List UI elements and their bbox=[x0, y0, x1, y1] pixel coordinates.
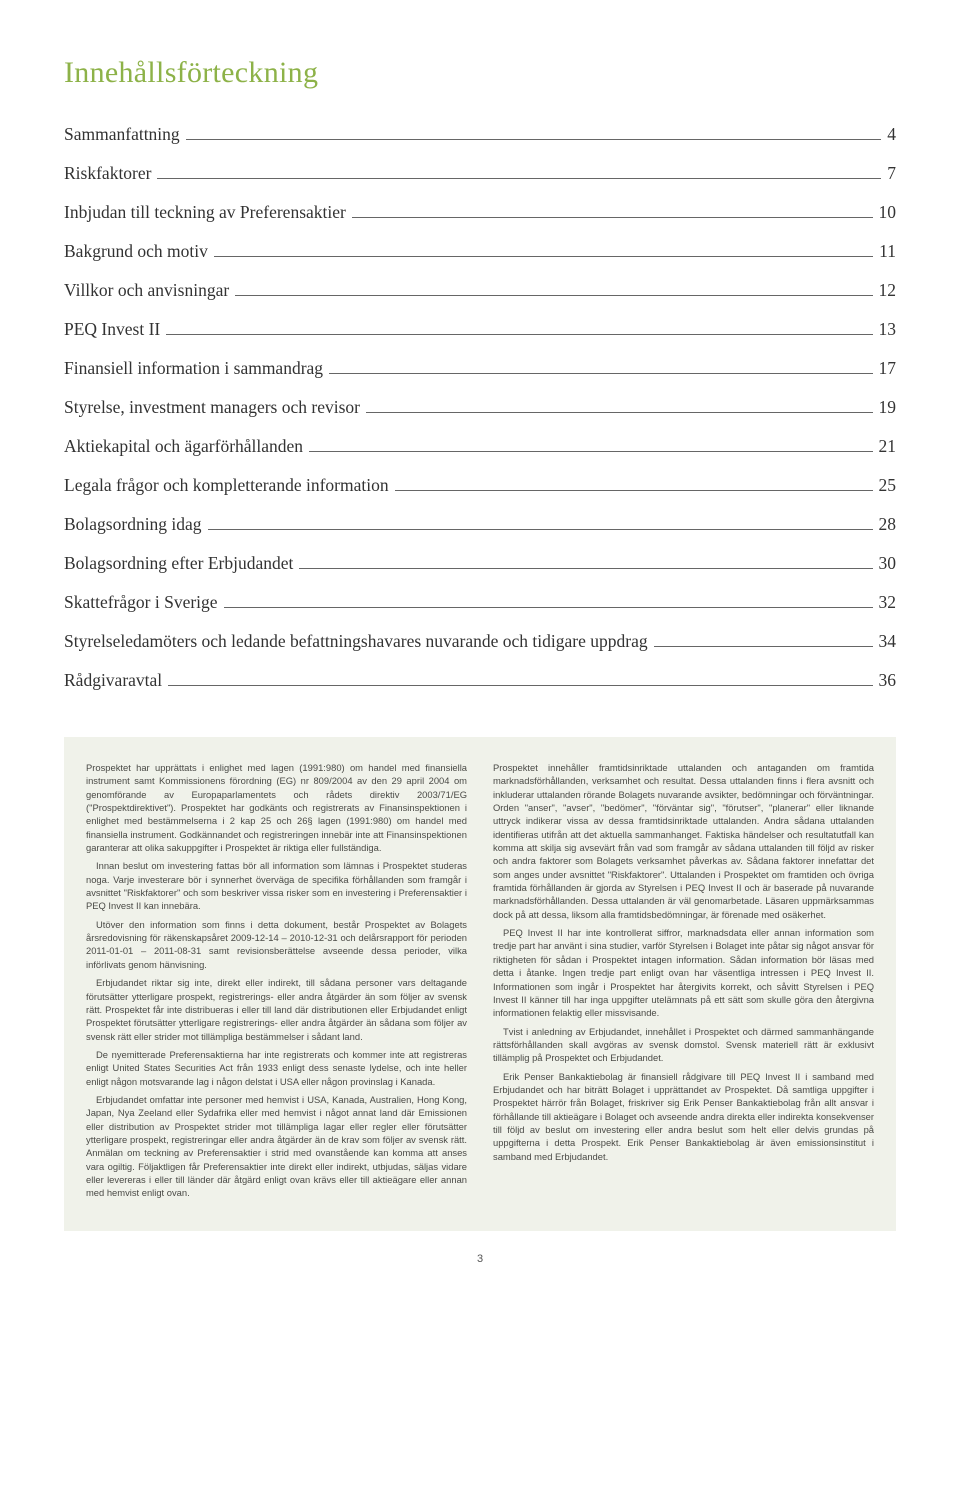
toc-leader bbox=[654, 646, 873, 647]
toc-page: 19 bbox=[879, 397, 897, 418]
toc-label: Inbjudan till teckning av Preferensaktie… bbox=[64, 202, 346, 223]
toc-label: Bakgrund och motiv bbox=[64, 241, 208, 262]
body-text: Prospektet innehåller framtidsinriktade … bbox=[493, 761, 874, 921]
toc-page: 17 bbox=[879, 358, 897, 379]
toc-label: Styrelse, investment managers och reviso… bbox=[64, 397, 360, 418]
toc-label: Bolagsordning idag bbox=[64, 514, 202, 535]
toc-leader bbox=[168, 685, 872, 686]
toc-leader bbox=[157, 178, 881, 179]
document-page: Innehållsförteckning Sammanfattning 4 Risk… bbox=[0, 0, 960, 1295]
left-column: Prospektet har upprättats i enlighet med… bbox=[86, 761, 467, 1205]
toc-label: Bolagsordning efter Erbjudandet bbox=[64, 553, 293, 574]
page-title: Innehållsförteckning bbox=[64, 56, 896, 90]
toc-leader bbox=[395, 490, 873, 491]
toc-label: Sammanfattning bbox=[64, 124, 180, 145]
toc-label: Styrelseledamöters och ledande befattnin… bbox=[64, 631, 648, 652]
toc-page: 25 bbox=[879, 475, 897, 496]
body-text: Erik Penser Bankaktiebolag är finansiell… bbox=[493, 1070, 874, 1163]
toc-page: 7 bbox=[887, 163, 896, 184]
toc-leader bbox=[299, 568, 872, 569]
toc-leader bbox=[224, 607, 873, 608]
toc-label: Aktiekapital och ägarförhållanden bbox=[64, 436, 303, 457]
toc-page: 11 bbox=[879, 241, 896, 262]
toc-leader bbox=[352, 217, 873, 218]
toc-leader bbox=[309, 451, 872, 452]
toc-row: Styrelse, investment managers och reviso… bbox=[64, 397, 896, 418]
toc-leader bbox=[329, 373, 872, 374]
toc-label: Rådgivaravtal bbox=[64, 670, 162, 691]
toc-label: Skattefrågor i Sverige bbox=[64, 592, 218, 613]
toc-label: Legala frågor och kompletterande informa… bbox=[64, 475, 389, 496]
toc-label: Villkor och anvisningar bbox=[64, 280, 229, 301]
toc-row: Bolagsordning idag 28 bbox=[64, 514, 896, 535]
body-text: Utöver den information som finns i detta… bbox=[86, 918, 467, 971]
toc-label: Riskfaktorer bbox=[64, 163, 151, 184]
toc-page: 10 bbox=[879, 202, 897, 223]
toc-leader bbox=[166, 334, 872, 335]
body-text: Erbjudandet riktar sig inte, direkt elle… bbox=[86, 976, 467, 1043]
right-column: Prospektet innehåller framtidsinriktade … bbox=[493, 761, 874, 1205]
toc-list: Sammanfattning 4 Riskfaktorer 7 Inbjudan til… bbox=[64, 124, 896, 691]
toc-leader bbox=[186, 139, 882, 140]
toc-row: Legala frågor och kompletterande informa… bbox=[64, 475, 896, 496]
toc-page: 36 bbox=[879, 670, 897, 691]
toc-label: PEQ Invest II bbox=[64, 319, 160, 340]
toc-row: Bakgrund och motiv 11 bbox=[64, 241, 896, 262]
toc-page: 30 bbox=[879, 553, 897, 574]
body-text: Tvist i anledning av Erbjudandet, innehå… bbox=[493, 1025, 874, 1065]
toc-page: 28 bbox=[879, 514, 897, 535]
toc-row: Villkor och anvisningar 12 bbox=[64, 280, 896, 301]
page-number: 3 bbox=[64, 1253, 896, 1265]
toc-leader bbox=[366, 412, 873, 413]
body-text: PEQ Invest II har inte kontrollerat siff… bbox=[493, 926, 874, 1019]
toc-row: Skattefrågor i Sverige 32 bbox=[64, 592, 896, 613]
toc-row: Sammanfattning 4 bbox=[64, 124, 896, 145]
toc-row: PEQ Invest II 13 bbox=[64, 319, 896, 340]
toc-leader bbox=[208, 529, 873, 530]
toc-row: Styrelseledamöters och ledande befattnin… bbox=[64, 631, 896, 652]
body-text: Innan beslut om investering fattas bör a… bbox=[86, 859, 467, 912]
toc-row: Aktiekapital och ägarförhållanden 21 bbox=[64, 436, 896, 457]
body-text: De nyemitterade Preferensaktierna har in… bbox=[86, 1048, 467, 1088]
toc-label: Finansiell information i sammandrag bbox=[64, 358, 323, 379]
toc-page: 4 bbox=[887, 124, 896, 145]
toc-leader bbox=[214, 256, 873, 257]
body-text: Erbjudandet omfattar inte personer med h… bbox=[86, 1093, 467, 1200]
toc-leader bbox=[235, 295, 872, 296]
toc-row: Bolagsordning efter Erbjudandet 30 bbox=[64, 553, 896, 574]
body-text: Prospektet har upprättats i enlighet med… bbox=[86, 761, 467, 854]
toc-row: Inbjudan till teckning av Preferensaktie… bbox=[64, 202, 896, 223]
toc-page: 12 bbox=[879, 280, 897, 301]
toc-page: 21 bbox=[879, 436, 897, 457]
toc-row: Finansiell information i sammandrag 17 bbox=[64, 358, 896, 379]
toc-row: Rådgivaravtal 36 bbox=[64, 670, 896, 691]
disclaimer-panel: Prospektet har upprättats i enlighet med… bbox=[64, 737, 896, 1231]
toc-row: Riskfaktorer 7 bbox=[64, 163, 896, 184]
toc-page: 32 bbox=[879, 592, 897, 613]
toc-page: 34 bbox=[879, 631, 897, 652]
toc-page: 13 bbox=[879, 319, 897, 340]
